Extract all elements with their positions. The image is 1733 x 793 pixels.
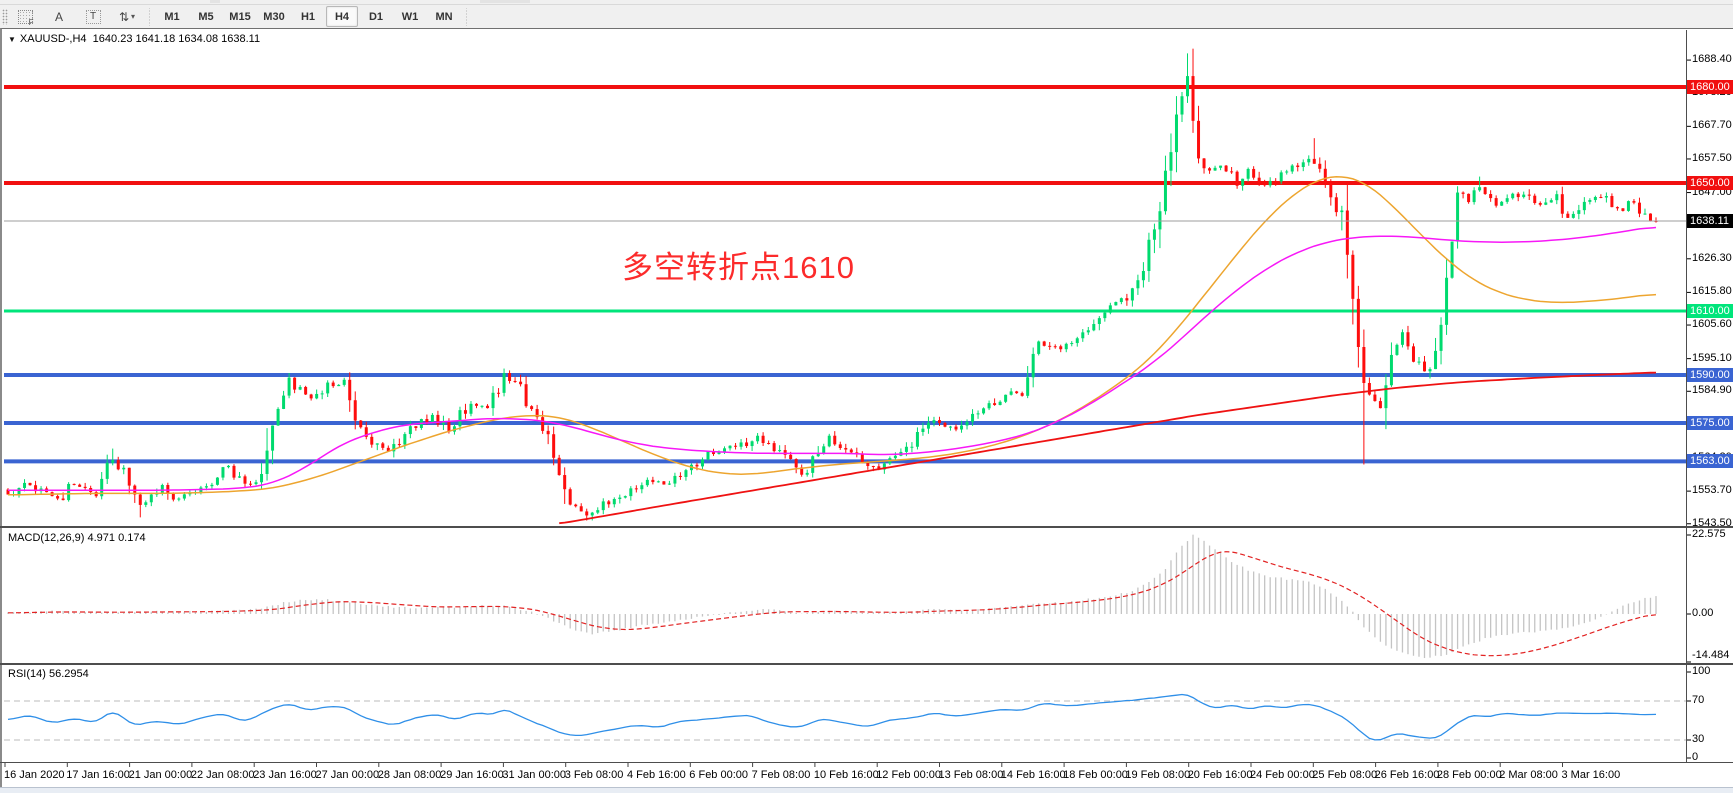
time-axis-label: 27 Jan 00:00 [315, 769, 380, 781]
time-axis-label: 28 Jan 08:00 [377, 769, 442, 781]
time-axis-label: 29 Jan 16:00 [440, 769, 504, 781]
toolbar-separator [147, 7, 152, 26]
timeframe-button-m5[interactable]: M5 [198, 10, 214, 23]
time-axis-label: 18 Feb 00:00 [1063, 769, 1128, 781]
price-axis-tick-label: 1595.10 [1692, 351, 1732, 364]
time-axis-label: 6 Feb 00:00 [689, 769, 749, 781]
time-axis-label: 16 Jan 2020 [4, 769, 65, 781]
text-label-icon: A [54, 9, 63, 24]
chart-title: ▼ XAUUSD-,H4 1640.23 1641.18 1634.08 1638… [8, 33, 260, 45]
chart-symbol-timeframe: XAUUSD-,H4 [19, 33, 87, 45]
price-axis-tick-label: 1688.40 [1692, 53, 1732, 66]
timeframe-button-mn[interactable]: MN [435, 10, 453, 23]
timeframe-button-h1[interactable]: H1 [300, 10, 316, 23]
timeframe-button-h4[interactable]: H4 [326, 6, 358, 27]
price-level-badge: 1650.00 [1687, 175, 1733, 190]
macd-title: MACD(12,26,9) [8, 532, 85, 544]
rsi-axis-tick-label: 70 [1692, 694, 1705, 706]
timeframe-button-d1[interactable]: D1 [368, 10, 384, 23]
chart-text-annotation[interactable]: 多空转折点1610 [622, 250, 855, 285]
rsi-axis-tick-label: 0 [1692, 751, 1699, 763]
macd-panel-separator[interactable] [0, 526, 1733, 528]
time-axis-label: 26 Feb 16:00 [1374, 769, 1440, 781]
line-studies-toolbar: F A T ⇅ ▾ M1 M5 M15 M30 H1 H4 D1 W1 MN [0, 5, 1733, 28]
price-level-badge: 1610.00 [1687, 303, 1733, 318]
time-axis-label: 12 Feb 00:00 [876, 769, 942, 781]
chart-window[interactable] [0, 28, 1733, 793]
price-axis-border [1686, 30, 1687, 763]
time-axis-label: 20 Feb 16:00 [1187, 769, 1253, 781]
crosshair-grid-button[interactable]: F [9, 6, 41, 27]
macd-indicator-label: MACD(12,26,9) 4.971 0.174 [8, 532, 146, 544]
price-axis-tick-label: 1615.80 [1692, 285, 1732, 298]
price-axis-tick-label: 1584.90 [1692, 384, 1732, 397]
time-axis-label: 10 Feb 16:00 [813, 769, 879, 781]
text-box-icon: T [85, 9, 101, 24]
rsi-panel-separator[interactable] [0, 663, 1733, 665]
price-axis-tick-label: 1667.70 [1692, 119, 1732, 132]
price-axis-tick-label: 1605.60 [1692, 318, 1732, 331]
macd-axis-tick-label: -14.484 [1692, 649, 1730, 661]
clipped-toolbar-item [480, 0, 530, 3]
price-axis-tick-label: 1657.50 [1692, 151, 1732, 164]
time-axis-label: 7 Feb 08:00 [751, 769, 811, 781]
time-axis-label: 3 Feb 08:00 [564, 769, 624, 781]
price-axis-tick-label: 1626.30 [1692, 251, 1732, 264]
timeframe-button-m1[interactable]: M1 [164, 10, 180, 23]
rsi-title: RSI(14) [8, 668, 46, 680]
macd-axis-tick-label: 22.575 [1692, 527, 1726, 540]
time-axis-label: 24 Feb 00:00 [1250, 769, 1315, 781]
time-axis-label: 22 Jan 08:00 [190, 769, 255, 781]
time-axis-label: 4 Feb 16:00 [627, 769, 686, 781]
price-level-badge: 1680.00 [1687, 79, 1733, 94]
text-label-button[interactable]: A [43, 6, 75, 27]
window-bottom-strip [0, 787, 1733, 793]
chart-title-dropdown-icon[interactable]: ▼ [8, 35, 16, 44]
chart-ohlc-values: 1640.23 1641.18 1634.08 1638.11 [92, 33, 261, 45]
price-axis-tick-label: 1543.50 [1692, 516, 1732, 529]
price-axis-tick-label: 1553.70 [1692, 484, 1732, 497]
time-axis-separator [0, 762, 1733, 763]
time-axis-label: 23 Jan 16:00 [253, 769, 317, 781]
time-axis-label: 17 Jan 16:00 [66, 769, 130, 781]
price-level-badge: 1590.00 [1687, 367, 1733, 382]
time-axis-label: 28 Feb 00:00 [1436, 769, 1502, 781]
time-axis-label: 31 Jan 00:00 [502, 769, 567, 781]
time-axis-label: 13 Feb 08:00 [938, 769, 1004, 781]
timeframe-button-w1[interactable]: W1 [401, 10, 419, 23]
toolbar-drag-handle[interactable] [2, 8, 8, 25]
price-level-badge: 1563.00 [1687, 454, 1733, 469]
cycle-lines-icon: ⇅ [118, 9, 130, 24]
time-axis-label: 14 Feb 16:00 [1000, 769, 1066, 781]
time-axis-label: 3 Mar 16:00 [1561, 769, 1621, 781]
price-level-badge: 1638.11 [1687, 214, 1733, 228]
time-axis-label: 19 Feb 08:00 [1125, 769, 1191, 781]
text-box-button[interactable]: T [77, 6, 109, 27]
crosshair-grid-icon: F [17, 9, 34, 27]
macd-values: 4.971 0.174 [87, 532, 146, 544]
clipped-upper-toolbar [0, 0, 1733, 5]
macd-axis-tick-label: 0.00 [1692, 607, 1714, 619]
chevron-down-icon[interactable]: ▾ [131, 12, 136, 21]
timeframe-button-m15[interactable]: M15 [229, 10, 251, 23]
time-axis-label: 25 Feb 08:00 [1312, 769, 1378, 781]
rsi-indicator-label: RSI(14) 56.2954 [8, 668, 89, 680]
cycle-lines-button[interactable]: ⇅ ▾ [111, 6, 143, 27]
rsi-axis-tick-label: 100 [1692, 665, 1711, 677]
rsi-value: 56.2954 [48, 668, 89, 680]
price-level-badge: 1575.00 [1687, 415, 1733, 430]
time-axis-label: 2 Mar 08:00 [1499, 769, 1558, 781]
clipped-toolbar-item [210, 0, 220, 3]
time-axis-label: 21 Jan 00:00 [128, 769, 193, 781]
rsi-axis-tick-label: 30 [1692, 733, 1705, 745]
timeframe-button-m30[interactable]: M30 [263, 10, 285, 23]
toolbar-separator [464, 7, 469, 26]
timeframe-button-group: M1 M5 M15 M30 H1 H4 D1 W1 MN [155, 6, 461, 27]
